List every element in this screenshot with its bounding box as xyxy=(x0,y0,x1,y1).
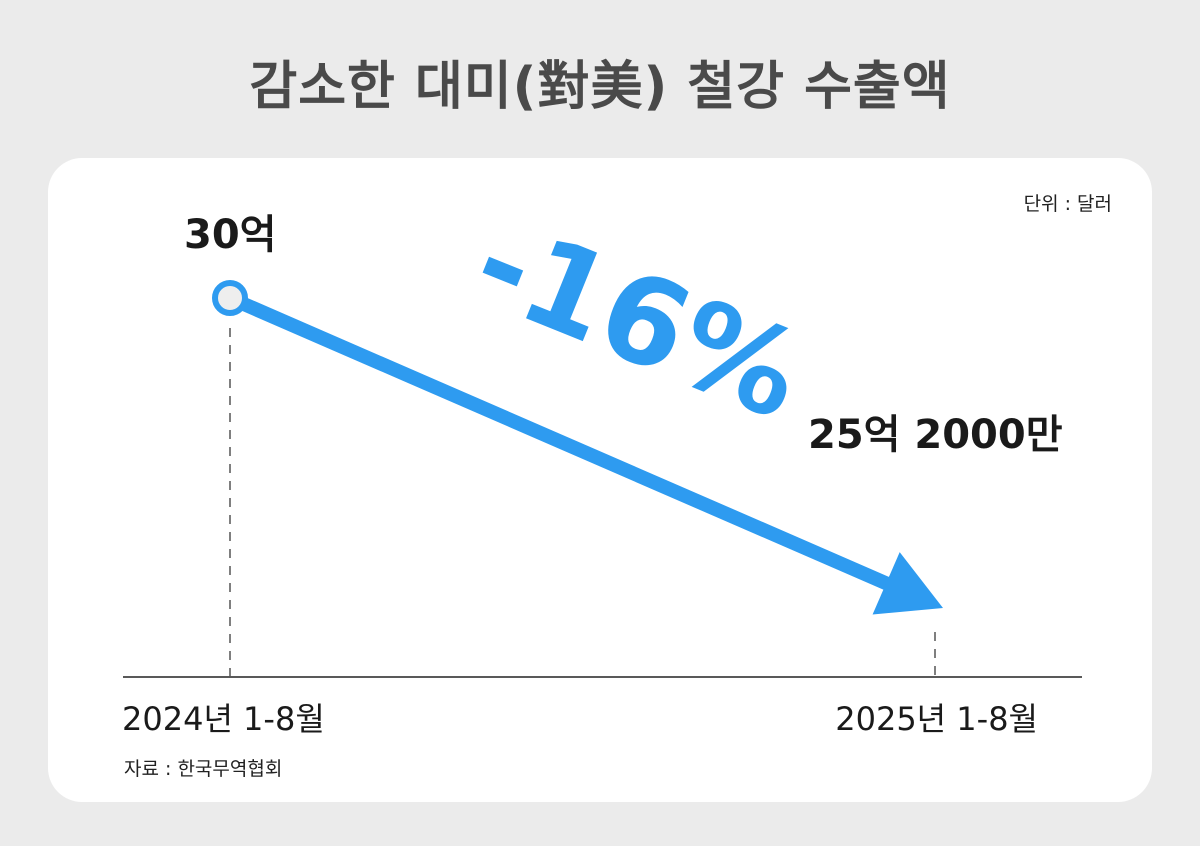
value-label-start: 30억 xyxy=(184,212,276,258)
trend-line xyxy=(227,291,893,592)
x-tick-label-end: 2025년 1-8월 xyxy=(835,700,1038,738)
data-point-start xyxy=(212,280,248,316)
source-note: 자료 : 한국무역협회 xyxy=(124,758,283,780)
x-tick-label-start: 2024년 1-8월 xyxy=(122,700,325,738)
page-title: 감소한 대미(對美) 철강 수출액 xyxy=(249,57,951,117)
change-percent-label: -16% xyxy=(456,192,821,447)
unit-label: 단위 : 달러 xyxy=(1023,193,1112,215)
value-label-end: 25억 2000만 xyxy=(808,412,1063,458)
chart-card xyxy=(48,158,1152,802)
arrow-head xyxy=(872,552,943,615)
